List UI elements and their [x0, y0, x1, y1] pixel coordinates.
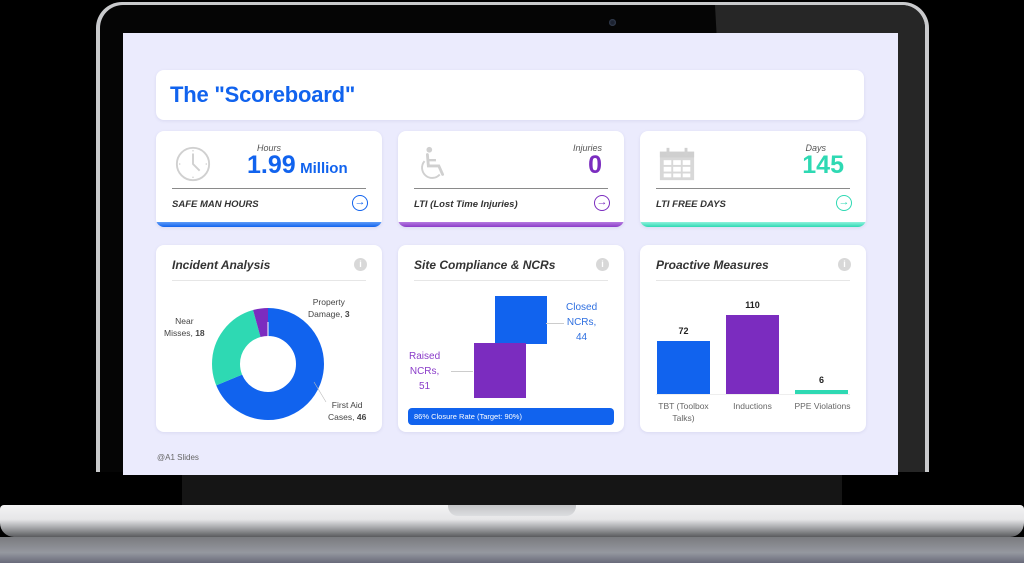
kpi-label: LTI (Lost Time Injuries) — [414, 199, 518, 210]
kpi-unit: Hours — [257, 143, 282, 153]
arrow-right-circle-icon[interactable]: → — [836, 195, 852, 211]
kpi-number: 1.99 — [247, 151, 296, 179]
label-near-misses: Near Misses, 18 — [164, 316, 205, 338]
arrow-right-circle-icon[interactable]: → — [352, 195, 368, 211]
kpi-value: 145 — [802, 151, 844, 179]
panel-title: Proactive Measures — [656, 258, 769, 272]
label-first-aid: First Aid Cases, 46 — [328, 400, 367, 422]
bar-raised-ncrs[interactable] — [474, 343, 526, 398]
kpi-value: 0 — [588, 151, 602, 179]
label-closed-ncrs: Closed NCRs, 44 — [566, 302, 598, 343]
kpi-value: 1.99 Million — [247, 151, 348, 180]
leader-line — [451, 371, 473, 372]
divider — [656, 280, 850, 281]
webcam-icon — [609, 19, 616, 26]
label-ppe-violations: PPE Violations — [794, 401, 851, 411]
laptop-hinge — [182, 472, 842, 505]
info-icon[interactable]: i — [354, 258, 367, 271]
panel-title: Site Compliance & NCRs — [414, 258, 556, 272]
arrow-right-circle-icon[interactable]: → — [594, 195, 610, 211]
kpi-suffix: Million — [300, 160, 348, 177]
accent-bar — [156, 222, 382, 227]
kpi-unit: Injuries — [572, 143, 602, 153]
donut-chart — [212, 308, 327, 420]
laptop-reflection — [0, 537, 1024, 563]
value-inductions: 110 — [745, 300, 760, 310]
kpi-label: LTI FREE DAYS — [656, 199, 726, 210]
info-icon[interactable]: i — [838, 258, 851, 271]
wheelchair-icon — [421, 146, 445, 179]
divider — [172, 280, 366, 281]
divider — [172, 188, 366, 189]
label-tbt: TBT (Toolbox Talks) — [658, 401, 709, 423]
panel-title: Incident Analysis — [172, 258, 271, 272]
clock-icon — [175, 146, 211, 182]
page-title: The "Scoreboard" — [170, 82, 356, 107]
kpi-unit: Days — [805, 143, 826, 153]
calendar-icon — [659, 147, 695, 181]
bar-ppe-violations[interactable] — [795, 390, 848, 394]
label-property-damage: Property Damage, 3 — [308, 297, 350, 319]
laptop-opening-notch — [448, 505, 576, 516]
kpi-card-lti[interactable]: Injuries 0 LTI (Lost Time Injuries) → — [398, 131, 624, 227]
bar-closed-ncrs[interactable] — [495, 296, 547, 344]
value-ppe-violations: 6 — [818, 375, 824, 385]
incident-analysis-panel: Incident Analysis i Property Damage, 3 N… — [156, 245, 382, 432]
divider — [414, 188, 608, 189]
divider — [414, 280, 608, 281]
accent-bar — [640, 222, 866, 227]
kpi-card-lti-free-days[interactable]: Days 145 LTI FREE DAYS → — [640, 131, 866, 227]
dashboard-screen: The "Scoreboard" Hours 1.99 Million SAFE… — [123, 33, 898, 475]
footer-credit: @A1 Slides — [157, 453, 199, 462]
closure-rate-bar: 86% Closure Rate (Target: 90%) — [408, 408, 614, 425]
donut-slice-near-misses[interactable] — [212, 308, 324, 420]
proactive-measures-panel: Proactive Measures i 72 TBT (Toolbox Talk… — [640, 245, 866, 432]
accent-bar — [398, 222, 624, 227]
kpi-label: SAFE MAN HOURS — [172, 199, 259, 210]
bar-inductions[interactable] — [726, 315, 779, 394]
value-tbt: 72 — [678, 326, 689, 336]
title-card: The "Scoreboard" — [156, 70, 864, 120]
bar-tbt[interactable] — [657, 341, 710, 394]
leader-line — [546, 323, 564, 324]
site-compliance-panel: Site Compliance & NCRs i Closed NCRs, 44 R… — [398, 245, 624, 432]
x-axis — [656, 394, 850, 395]
divider — [656, 188, 850, 189]
kpi-card-safe-man-hours[interactable]: Hours 1.99 Million SAFE MAN HOURS → — [156, 131, 382, 227]
label-raised-ncrs: Raised NCRs, 51 — [409, 351, 441, 392]
info-icon[interactable]: i — [596, 258, 609, 271]
label-inductions: Inductions — [733, 401, 772, 411]
